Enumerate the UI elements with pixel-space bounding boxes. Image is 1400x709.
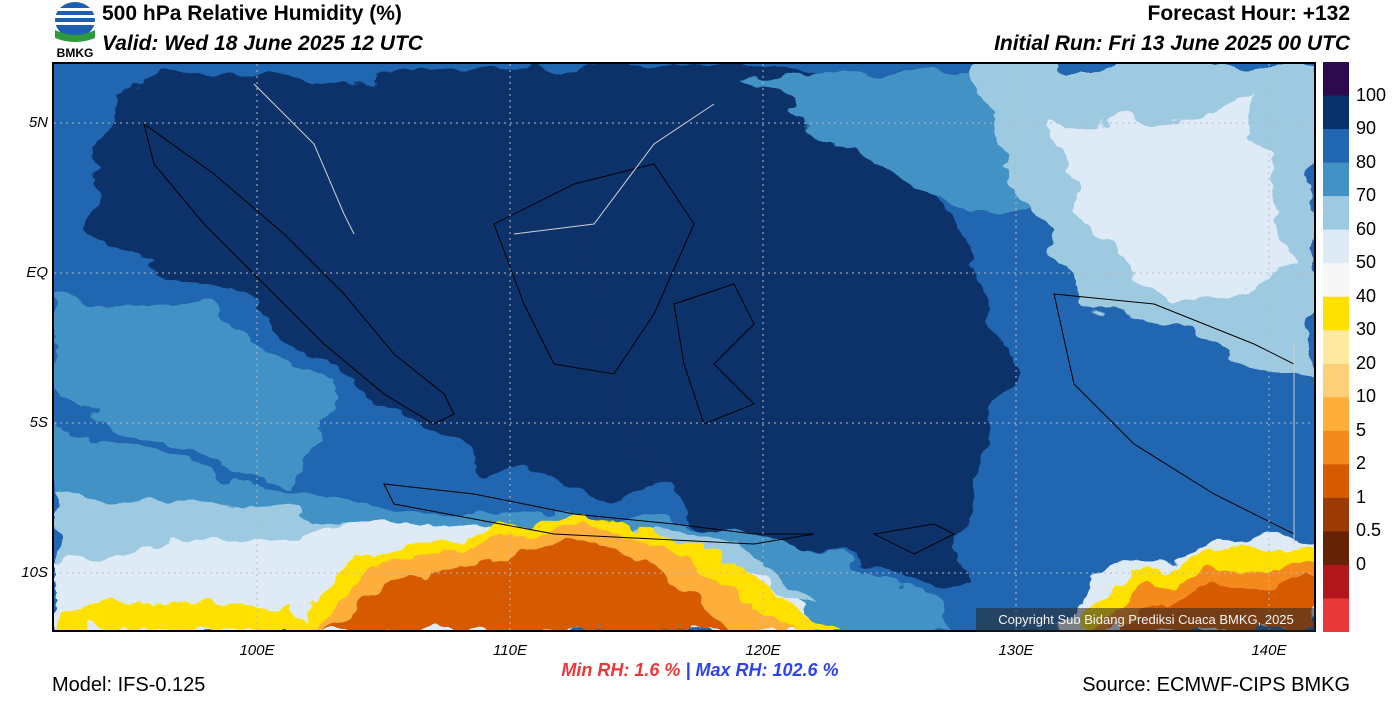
colorbar-swatch (1323, 229, 1349, 264)
colorbar-label: 2 (1356, 453, 1367, 474)
colorbar-swatch (1323, 296, 1349, 331)
colorbar-label: 90 (1356, 118, 1377, 139)
colorbar-swatch (1323, 62, 1349, 97)
coastlines (143, 122, 1295, 555)
colorbar-label: 0.5 (1356, 520, 1382, 541)
colorbar-swatch (1323, 397, 1349, 432)
colorbar-swatch (1323, 464, 1349, 499)
initial-run: Initial Run: Fri 13 June 2025 00 UTC (994, 32, 1350, 55)
max-rh: Max RH: 102.6 % (695, 660, 839, 680)
colorbar-label: 20 (1356, 352, 1377, 373)
lon-label-140e: 140E (1251, 642, 1287, 659)
colorbar-label: 0 (1356, 553, 1367, 574)
colorbar-swatch (1323, 598, 1349, 633)
rh-stats: Min RH: 1.6 % | Max RH: 102.6 % (0, 660, 1400, 681)
graticule (54, 64, 1314, 630)
colorbar (1323, 62, 1349, 633)
logo-text: BMKG (57, 46, 94, 60)
colorbar-label: 50 (1356, 252, 1377, 273)
forecast-hour: Forecast Hour: +132 (1147, 2, 1351, 25)
colorbar-swatch (1323, 497, 1349, 532)
colorbar-label: 10 (1356, 386, 1377, 407)
map-title: 500 hPa Relative Humidity (%) (102, 2, 402, 25)
lon-label-110e: 110E (493, 642, 527, 659)
min-rh: Min RH: 1.6 % (561, 660, 681, 680)
colorbar-swatch (1323, 363, 1349, 398)
lon-label-100e: 100E (239, 642, 275, 659)
lat-label-10s: 10S (21, 564, 48, 581)
colorbar-swatch (1323, 95, 1349, 130)
humidity-map (52, 62, 1316, 632)
stats-separator: | (685, 660, 691, 680)
colorbar-label: 5 (1356, 419, 1367, 440)
lat-label-eq: EQ (26, 264, 48, 281)
lon-label-120e: 120E (745, 642, 781, 659)
colorbar-swatch (1323, 196, 1349, 231)
colorbar-label: 100 (1356, 84, 1387, 105)
colorbar-swatch (1323, 162, 1349, 197)
colorbar-label: 30 (1356, 319, 1377, 340)
lon-label-130e: 130E (998, 642, 1034, 659)
bmkg-logo: BMKG (52, 0, 98, 60)
colorbar-swatch (1323, 430, 1349, 465)
colorbar-swatch (1323, 564, 1349, 599)
colorbar-label: 40 (1356, 285, 1377, 306)
colorbar-label: 1 (1356, 486, 1367, 507)
colorbar-label: 70 (1356, 185, 1377, 206)
colorbar-label: 80 (1356, 151, 1377, 172)
lat-label-5n: 5N (28, 114, 48, 131)
source-label: Source: ECMWF-CIPS BMKG (1082, 674, 1350, 696)
colorbar-swatch (1323, 129, 1349, 164)
copyright-notice: Copyright Sub Bidang Prediksi Cuaca BMKG… (976, 608, 1316, 632)
valid-time: Valid: Wed 18 June 2025 12 UTC (102, 32, 423, 55)
colorbar-swatch (1323, 263, 1349, 298)
colorbar-swatch (1323, 330, 1349, 365)
model-label: Model: IFS-0.125 (52, 674, 206, 696)
colorbar-swatch (1323, 531, 1349, 566)
lat-label-5s: 5S (29, 414, 48, 431)
colorbar-label: 60 (1356, 218, 1377, 239)
borders (253, 83, 1295, 544)
